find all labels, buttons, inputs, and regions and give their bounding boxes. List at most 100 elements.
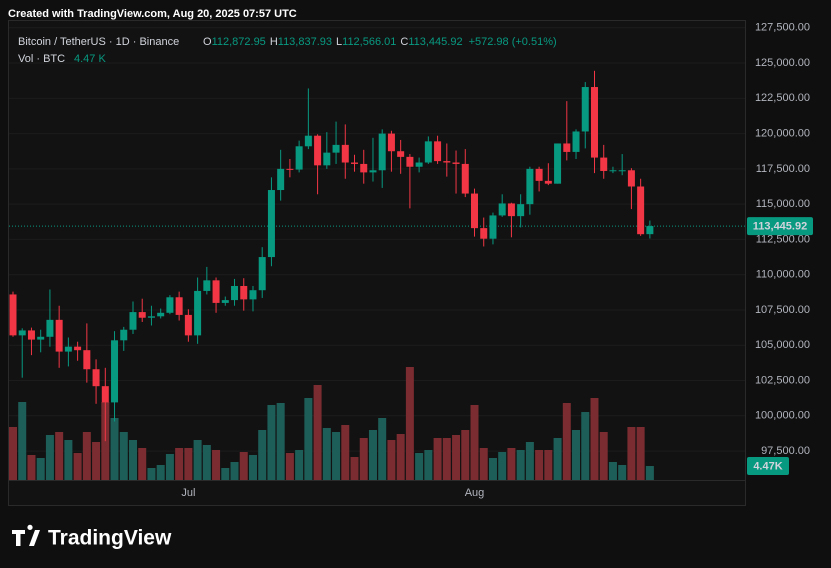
candle-body [277,168,285,191]
candle-body [572,131,580,152]
volume-bar [544,450,553,480]
candle-body [443,161,451,163]
volume-bar [572,430,581,480]
candle-body [111,340,119,403]
volume-bar [18,402,27,480]
candle-body [461,163,469,194]
candle-body [37,336,45,340]
x-tick-label: Aug [465,487,485,499]
legend: Bitcoin / TetherUS · 1D · Binance O112,8… [18,36,557,65]
volume-bar [498,452,507,480]
vol-title: Vol · BTC [18,53,65,65]
volume-bar [193,440,202,480]
candle-body [64,346,72,352]
y-tick-label: 107,500.00 [755,304,810,316]
volume-bar [562,403,571,480]
candle-body [507,203,515,217]
volume-bar [359,438,368,480]
ohlc-key: H [270,36,278,48]
candle-body [415,162,423,167]
volume-bar [36,458,45,480]
candle-body [590,87,598,158]
volume-bar [313,385,322,480]
volume-bar [350,457,359,480]
volume-bar [267,405,276,480]
volume-bar [322,428,331,480]
candle-body [101,386,109,403]
symbol: Bitcoin / TetherUS · 1D · Binance [18,36,179,48]
volume-bar [535,450,544,480]
volume-bar [230,462,239,480]
candle-body [304,135,312,147]
candle-body [147,316,155,318]
candle-body [627,170,635,187]
candle-body [526,168,534,205]
candle-body [129,312,137,330]
volume-bar [627,427,636,480]
candle-body [544,180,552,184]
volume-bar [332,432,341,480]
candle-body [351,162,359,164]
candle-body [489,215,497,239]
y-tick-label: 110,000.00 [756,269,810,281]
volume-bar [27,455,36,480]
volume-bar [636,427,645,480]
volume-bar [488,458,497,480]
y-tick-label: 120,000.00 [755,127,810,139]
candle-body [471,193,478,229]
volume-bar [55,432,64,480]
volume-bar [378,418,387,480]
candle-body [184,314,192,336]
y-tick-label: 117,500.00 [756,163,810,175]
volume-bar [202,445,211,480]
candle-body [341,144,349,163]
candle-body [258,257,266,291]
volume-bar [415,453,424,480]
volume-bar [175,448,184,480]
candle-body [360,163,368,173]
candle-body [581,87,589,132]
candle-body [397,151,405,157]
candle-body [295,146,303,170]
axes: 97,500.00 100,000.00 102,500.00 105,000.00 1… [181,22,813,499]
volume-bar [184,448,193,480]
candle-body [55,319,63,352]
candle-body [378,133,386,171]
candle-body [212,280,220,303]
volume-bar [396,434,405,480]
volume-bar [119,432,128,480]
candle-body [563,143,571,152]
volume-bar [368,430,377,480]
volume-bar [128,440,137,480]
volume-bar [608,462,617,480]
volume-bar [341,425,350,480]
candle-body [92,369,100,387]
ohlc-key: O [203,36,212,48]
price-label: 113,445.92 [753,220,807,232]
vol-value: 4.47 K [74,53,106,65]
volume-bar [479,448,488,480]
y-tick-label: 115,000.00 [756,198,810,210]
volume-bar [212,450,221,480]
candle-body [535,168,543,181]
candle-body [18,330,26,336]
volume-bar [92,442,101,480]
volume-bar [433,438,442,480]
volume-label: 4.47K [753,460,782,472]
candle-body [452,162,460,164]
candle-body [480,228,488,239]
y-tick-label: 125,000.00 [755,57,810,69]
candle-body [46,319,54,337]
ohlc-value: 112,872.95 [212,36,266,48]
logo: TradingView [12,524,172,550]
volume-bar [452,435,461,480]
candle-body [138,312,146,318]
volume-bar [599,432,608,480]
volume-bar [9,427,17,480]
candle-body [618,170,626,172]
candle-body [221,300,229,303]
volume-bar [442,438,451,480]
volume-bar [618,465,627,480]
candle-body [424,141,432,163]
created-caption: Created with TradingView.com, Aug 20, 20… [8,8,297,20]
